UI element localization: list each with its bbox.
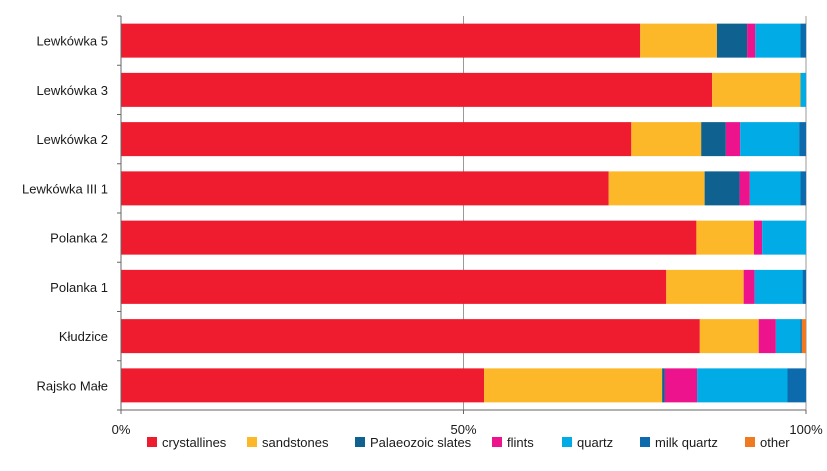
- legend-label: quartz: [577, 435, 613, 450]
- y-tick-label: Lewkówka 5: [36, 34, 108, 49]
- bar-segment: [701, 122, 726, 157]
- bar-segment: [121, 220, 697, 255]
- bar-segment: [121, 23, 641, 58]
- bar-segment: [666, 269, 744, 304]
- bar-segment: [747, 23, 756, 58]
- legend-label: flints: [507, 435, 534, 450]
- bar-segment: [754, 269, 803, 304]
- x-tick-label: 0%: [112, 422, 131, 437]
- legend-swatch: [247, 437, 257, 447]
- y-tick-label: Polanka 1: [50, 280, 108, 295]
- legend-swatch: [745, 437, 755, 447]
- bar-segment: [121, 269, 667, 304]
- bar-segment: [800, 319, 802, 354]
- y-tick-label: Lewkówka 3: [36, 83, 108, 98]
- bar-segment: [699, 319, 759, 354]
- bars-layer: [121, 23, 806, 403]
- legend-label: sandstones: [262, 435, 329, 450]
- x-axis-labels: 0% 50% 100%: [112, 422, 823, 437]
- y-axis-labels: Lewkówka 5 Lewkówka 3 Lewkówka 2 Lewkówka I…: [22, 34, 108, 394]
- y-tick-label: Lewkówka 2: [36, 132, 108, 147]
- bar-segment: [121, 171, 609, 206]
- y-tick-label: Lewkówka III 1: [22, 181, 108, 196]
- bar-segment: [801, 319, 806, 354]
- y-tick-label: Kłudzice: [59, 329, 108, 344]
- bar-segment: [755, 23, 801, 58]
- bar-segment: [753, 220, 763, 255]
- bar-segment: [725, 122, 741, 157]
- bar-segment: [802, 269, 806, 304]
- bar-segment: [743, 269, 755, 304]
- legend-label: Palaeozoic slates: [370, 435, 472, 450]
- bar-segment: [608, 171, 705, 206]
- legend: crystallines sandstones Palaeozoic slates f…: [147, 435, 790, 450]
- legend-label: crystallines: [162, 435, 227, 450]
- legend-swatch: [147, 437, 157, 447]
- bar-segment: [696, 220, 754, 255]
- legend-swatch: [640, 437, 650, 447]
- bar-segment: [662, 368, 665, 403]
- bar-segment: [800, 72, 806, 107]
- x-tick-label: 50%: [450, 422, 476, 437]
- bar-segment: [121, 122, 632, 157]
- bar-segment: [787, 368, 806, 403]
- legend-swatch: [355, 437, 365, 447]
- bar-segment: [640, 23, 717, 58]
- bar-segment: [704, 171, 740, 206]
- legend-swatch: [562, 437, 572, 447]
- bar-segment: [800, 171, 806, 206]
- bar-segment: [740, 122, 800, 157]
- bar-segment: [799, 122, 806, 157]
- bar-segment: [631, 122, 702, 157]
- legend-swatch: [492, 437, 502, 447]
- bar-segment: [749, 171, 801, 206]
- bar-segment: [121, 72, 713, 107]
- bar-segment: [800, 23, 806, 58]
- bar-segment: [664, 368, 698, 403]
- legend-label: other: [760, 435, 790, 450]
- bar-segment: [121, 319, 700, 354]
- bar-segment: [121, 368, 485, 403]
- axes-layer: [117, 15, 807, 414]
- bar-segment: [716, 23, 748, 58]
- bar-segment: [712, 72, 801, 107]
- bar-segment: [762, 220, 806, 255]
- bar-segment: [758, 319, 776, 354]
- bar-segment: [739, 171, 750, 206]
- bar-segment: [775, 319, 801, 354]
- bar-segment: [697, 368, 788, 403]
- x-tick-label: 100%: [789, 422, 823, 437]
- y-tick-label: Rajsko Małe: [36, 378, 108, 393]
- bar-segment: [484, 368, 663, 403]
- y-tick-label: Polanka 2: [50, 231, 108, 246]
- legend-label: milk quartz: [655, 435, 718, 450]
